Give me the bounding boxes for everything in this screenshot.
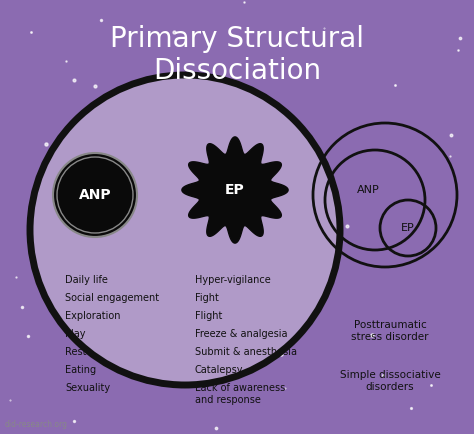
Text: ANP: ANP (79, 188, 111, 202)
Text: did-research.org: did-research.org (5, 420, 68, 429)
Text: Lack of awareness
and response: Lack of awareness and response (195, 383, 285, 404)
Text: Eating: Eating (65, 365, 96, 375)
Text: EP: EP (401, 223, 415, 233)
Polygon shape (182, 137, 288, 243)
Text: Daily life: Daily life (65, 275, 108, 285)
Text: Hyper-vigilance: Hyper-vigilance (195, 275, 271, 285)
Text: ANP: ANP (356, 185, 379, 195)
Text: Flight: Flight (195, 311, 222, 321)
Circle shape (30, 75, 340, 385)
Circle shape (53, 153, 137, 237)
Text: Primary Structural
Dissociation: Primary Structural Dissociation (110, 25, 364, 85)
Text: Exploration: Exploration (65, 311, 120, 321)
Text: Simple dissociative
disorders: Simple dissociative disorders (340, 370, 440, 392)
Text: Submit & anesthesia: Submit & anesthesia (195, 347, 297, 357)
Text: Catalepsy: Catalepsy (195, 365, 244, 375)
Text: Social engagement: Social engagement (65, 293, 159, 303)
Text: Freeze & analgesia: Freeze & analgesia (195, 329, 288, 339)
Text: Rest: Rest (65, 347, 86, 357)
Text: Play: Play (65, 329, 85, 339)
Text: Sexuality: Sexuality (65, 383, 110, 393)
Text: Posttraumatic
stress disorder: Posttraumatic stress disorder (351, 320, 429, 342)
Text: EP: EP (225, 183, 245, 197)
Text: Fight: Fight (195, 293, 219, 303)
